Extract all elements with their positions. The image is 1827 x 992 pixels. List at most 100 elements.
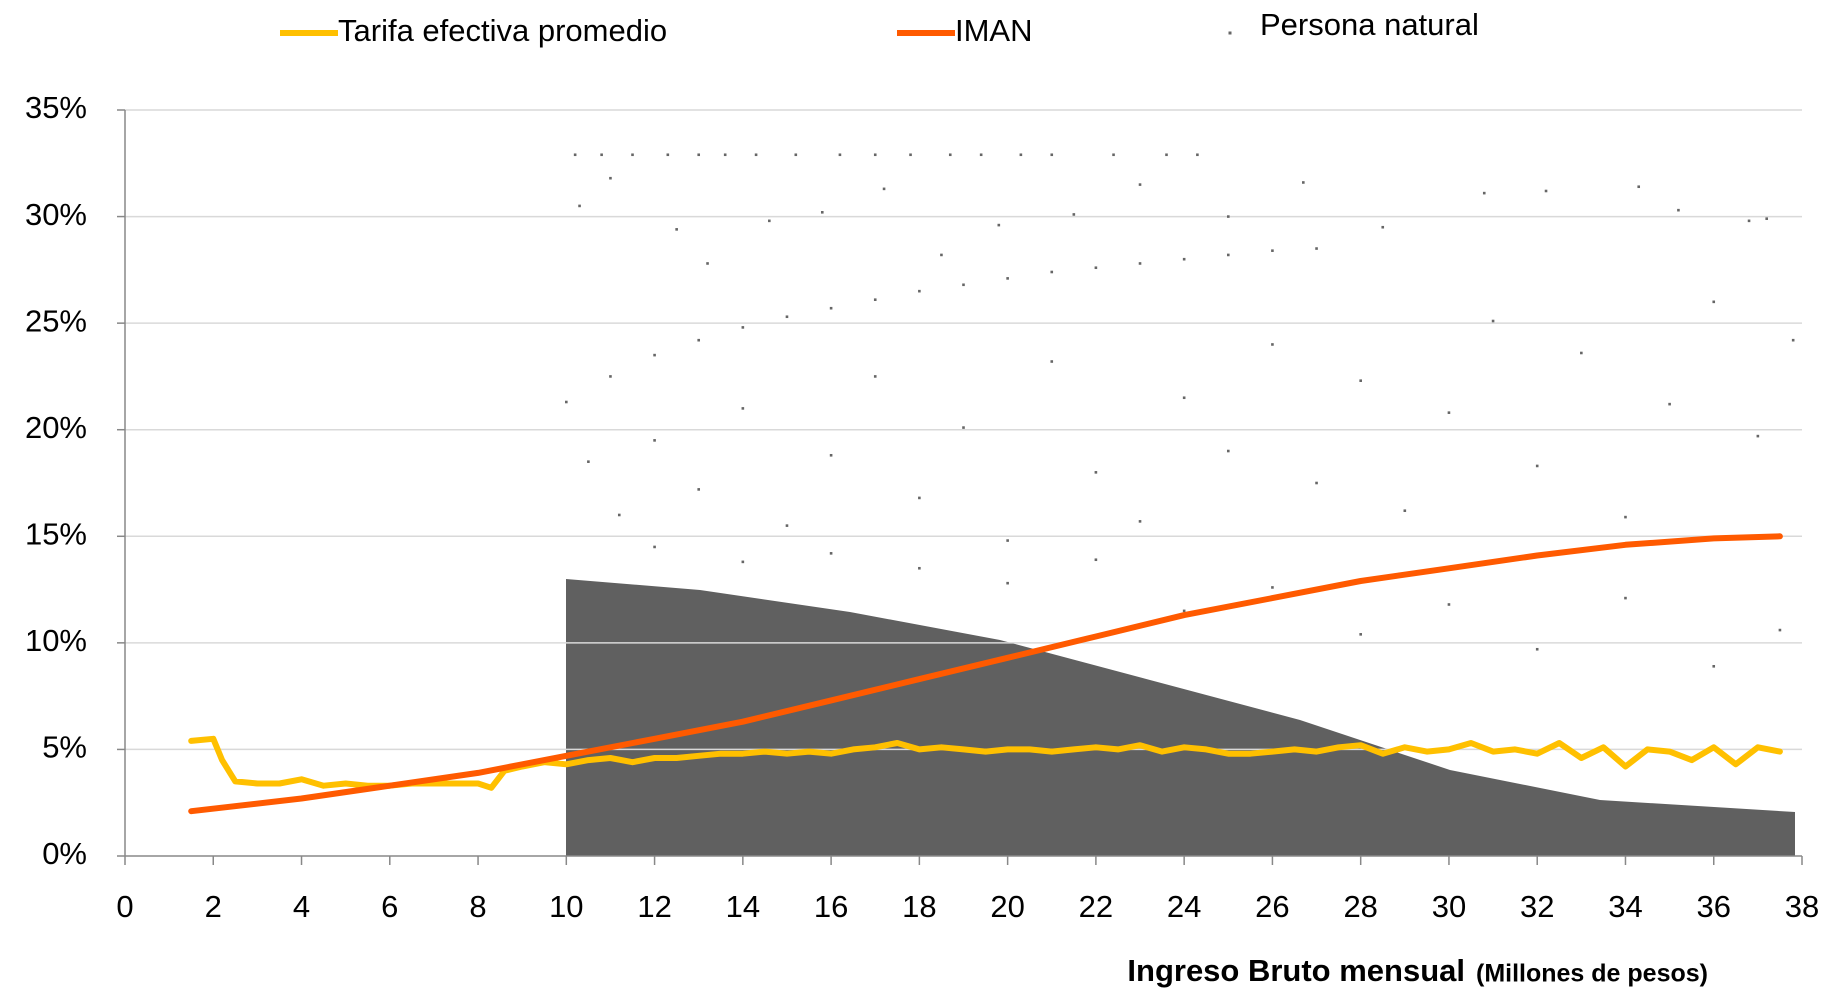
scatter-point: [573, 153, 577, 157]
scatter-point: [1381, 225, 1385, 229]
x-tick-label: 12: [637, 889, 671, 924]
scatter-point: [909, 153, 912, 157]
legend-label: Tarifa efectiva promedio: [338, 13, 667, 48]
scatter-point: [1165, 153, 1168, 157]
scatter-point: [829, 306, 833, 310]
scatter-point: [1019, 153, 1023, 157]
scatter-point: [1712, 300, 1716, 304]
scatter-point: [1315, 247, 1318, 250]
scatter-point: [653, 545, 656, 549]
scatter-point: [918, 289, 921, 293]
dense-point-cloud: [566, 579, 1795, 856]
scatter-point: [653, 439, 656, 442]
scatter-point: [697, 488, 701, 491]
scatter-point: [1050, 360, 1054, 363]
x-tick-label: 34: [1608, 889, 1642, 924]
x-tick-label: 22: [1079, 889, 1113, 924]
x-tick-label: 0: [116, 889, 133, 924]
y-tick-label: 35%: [25, 90, 87, 125]
scatter-point: [1624, 515, 1627, 519]
scatter-point: [1226, 449, 1230, 453]
scatter-point: [1677, 208, 1680, 212]
x-axis-unit: (Millones de pesos): [1476, 960, 1708, 988]
scatter-point: [1094, 266, 1098, 270]
scatter-point: [600, 153, 603, 157]
scatter-point: [829, 552, 833, 555]
scatter-point: [979, 153, 983, 157]
x-tick-label: 20: [990, 889, 1024, 924]
scatter-point: [1196, 153, 1199, 157]
legend-label: IMAN: [955, 13, 1033, 48]
scatter-point: [617, 513, 621, 517]
scatter-point: [754, 153, 758, 157]
scatter-point: [1580, 351, 1583, 355]
scatter-point: [918, 566, 921, 570]
y-tick-label: 15%: [25, 516, 87, 551]
scatter-point: [666, 153, 670, 157]
x-tick-label: 10: [549, 889, 583, 924]
legend: Tarifa efectiva promedio IMAN Persona natu…: [280, 7, 1479, 48]
scatter-point: [1006, 581, 1009, 585]
x-tick-label: 16: [814, 889, 848, 924]
scatter-point: [1447, 411, 1451, 414]
scatter-point: [1226, 253, 1230, 257]
x-tick-label: 26: [1255, 889, 1289, 924]
scatter-point: [741, 326, 745, 329]
x-tick-label: 6: [381, 889, 398, 924]
legend-swatch: [1228, 31, 1232, 35]
x-tick-label: 36: [1696, 889, 1730, 924]
scatter-point: [723, 153, 727, 157]
x-tick-label: 8: [469, 889, 486, 924]
line-series: [188, 533, 1783, 815]
scatter-point: [1271, 586, 1274, 589]
scatter-point: [829, 453, 833, 457]
scatter-point: [706, 262, 709, 265]
scatter-point: [609, 375, 612, 378]
scatter-point: [962, 283, 965, 287]
scatter-point: [1182, 396, 1186, 400]
x-tick-label: 18: [902, 889, 936, 924]
scatter-point: [1447, 603, 1451, 606]
x-tick-label: 28: [1343, 889, 1377, 924]
x-tick-label: 2: [205, 889, 222, 924]
legend-label: Persona natural: [1260, 7, 1479, 42]
scatter-point: [1138, 520, 1142, 523]
scatter-point: [653, 353, 656, 357]
scatter-point: [675, 228, 678, 231]
scatter-point: [741, 407, 745, 410]
scatter-point: [1050, 270, 1054, 274]
y-tick-label: 25%: [25, 303, 87, 338]
scatter-point: [1302, 181, 1305, 184]
scatter-point: [1482, 191, 1486, 195]
scatter-point: [741, 560, 745, 564]
scatter-point: [578, 204, 581, 208]
scatter-point: [1094, 471, 1098, 474]
x-axis-title: Ingreso Bruto mensual: [1127, 953, 1465, 988]
scatter-point: [1072, 213, 1076, 216]
scatter-point: [873, 375, 877, 378]
scatter-point: [1637, 185, 1641, 189]
scatter-point: [794, 153, 798, 157]
y-tick-label: 0%: [42, 836, 87, 871]
scatter-point: [609, 176, 612, 180]
scatter-point: [1094, 558, 1098, 562]
scatter-point: [1138, 183, 1142, 186]
scatter-point: [940, 253, 943, 257]
scatter-point: [1182, 257, 1186, 261]
scatter-point: [1712, 665, 1716, 668]
scatter-point: [1271, 249, 1274, 252]
scatter-point: [785, 315, 789, 319]
x-tick-label: 14: [726, 889, 760, 924]
scatter-point: [1791, 338, 1795, 342]
x-tick-label: 38: [1785, 889, 1819, 924]
scatter-point: [1491, 319, 1495, 323]
scatter-point: [1668, 402, 1671, 406]
scatter-point: [697, 338, 701, 342]
scatter-point: [631, 153, 634, 157]
scatter-point: [1778, 628, 1782, 632]
scatter-point: [1756, 434, 1760, 438]
scatter-point: [1535, 464, 1539, 468]
line-series: [188, 735, 1783, 791]
scatter-point: [1403, 509, 1407, 513]
